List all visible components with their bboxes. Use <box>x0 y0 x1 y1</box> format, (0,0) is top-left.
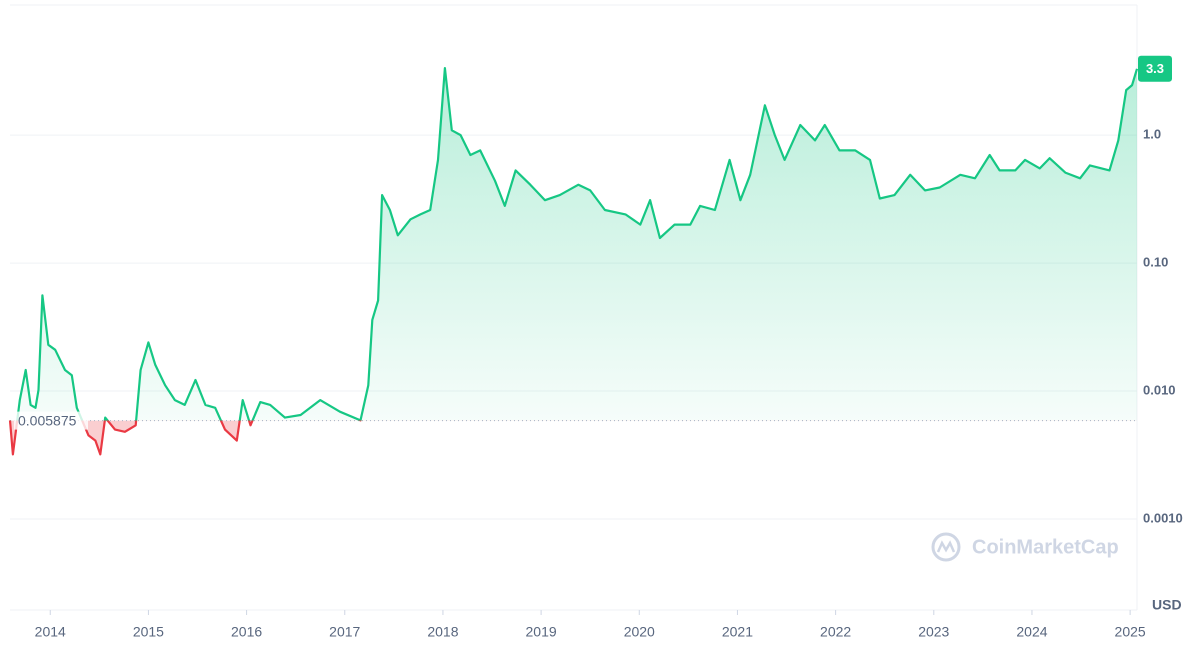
x-tick-label: 2016 <box>231 624 262 640</box>
x-tick-label: 2023 <box>918 624 949 640</box>
reference-label: 0.005875 <box>18 412 77 428</box>
x-tick-label: 2017 <box>329 624 360 640</box>
x-tick-label: 2021 <box>722 624 753 640</box>
x-tick-label: 2019 <box>526 624 557 640</box>
price-badge-label: 3.3 <box>1146 61 1164 76</box>
y-tick-label: 0.0010 <box>1143 510 1183 525</box>
area <box>10 68 1137 455</box>
x-tick-label: 2024 <box>1016 624 1047 640</box>
price-badge <box>1138 55 1172 82</box>
x-tick-label: 2022 <box>820 624 851 640</box>
y-tick-label: 0.10 <box>1143 255 1168 270</box>
y-tick-label: 0.010 <box>1143 382 1176 397</box>
reference-label-bg <box>14 411 88 430</box>
x-tick-label: 2025 <box>1115 624 1146 640</box>
x-tick-label: 2018 <box>427 624 458 640</box>
x-tick-label: 2015 <box>133 624 164 640</box>
watermark-text: CoinMarketCap <box>972 536 1119 558</box>
watermark: CoinMarketCap <box>931 532 1119 562</box>
price-line <box>8 67 1139 456</box>
y-tick-label: 1.0 <box>1143 127 1161 142</box>
x-tick-label: 2020 <box>624 624 655 640</box>
unit-label: USD <box>1152 597 1182 613</box>
x-tick-label: 2014 <box>35 624 66 640</box>
